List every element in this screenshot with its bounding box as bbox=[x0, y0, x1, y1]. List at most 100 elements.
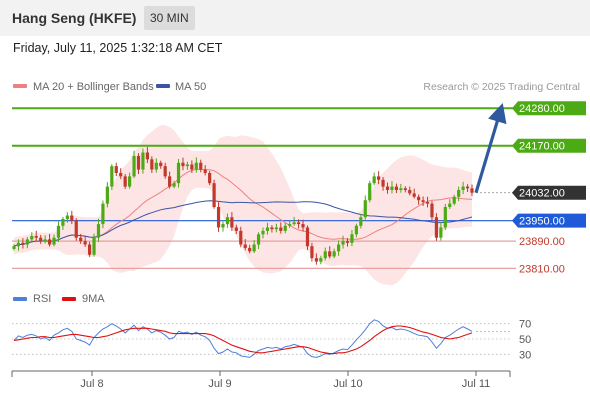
candle-body bbox=[12, 246, 16, 249]
candle bbox=[154, 158, 158, 173]
candle bbox=[390, 181, 394, 194]
candle-body bbox=[43, 239, 47, 242]
candle-body bbox=[461, 186, 465, 190]
candle-body bbox=[457, 190, 461, 197]
candle bbox=[328, 246, 332, 259]
candle bbox=[145, 147, 149, 164]
candle bbox=[305, 225, 310, 250]
candle bbox=[163, 162, 167, 179]
candle-body bbox=[350, 234, 354, 243]
candle-body bbox=[301, 224, 305, 228]
level-tag-label: 23890.00 bbox=[519, 236, 565, 248]
level-tag-bg bbox=[512, 185, 586, 200]
timeframe-button[interactable]: 30 MIN bbox=[144, 6, 195, 30]
candle-body bbox=[319, 258, 323, 262]
candle-body bbox=[39, 237, 43, 242]
candle bbox=[417, 194, 421, 205]
candle-body bbox=[208, 172, 212, 184]
candle bbox=[39, 234, 43, 244]
candle bbox=[212, 179, 216, 209]
candle-body bbox=[128, 176, 132, 187]
candle bbox=[310, 242, 314, 262]
candle-body bbox=[296, 222, 301, 225]
candle-body bbox=[114, 166, 118, 173]
candle bbox=[87, 241, 92, 257]
candle-body bbox=[270, 227, 274, 230]
candle-body bbox=[101, 203, 105, 225]
legend-swatch-rsi-ma bbox=[62, 297, 76, 301]
candle-body bbox=[385, 186, 390, 190]
candle bbox=[150, 156, 154, 173]
candle bbox=[52, 234, 56, 247]
candle bbox=[21, 238, 25, 249]
candle-body bbox=[399, 188, 403, 190]
candle bbox=[83, 236, 87, 247]
candle-body bbox=[176, 162, 181, 184]
candle bbox=[96, 218, 101, 243]
candle bbox=[274, 223, 278, 233]
level-tag-label: 23810.00 bbox=[519, 263, 565, 275]
candle-body bbox=[283, 225, 287, 231]
candle-body bbox=[279, 227, 283, 231]
candle-body bbox=[159, 162, 163, 167]
candle bbox=[119, 168, 123, 180]
rsi-tick-label: 70 bbox=[519, 319, 531, 331]
candle-body bbox=[408, 190, 412, 194]
candle-body bbox=[141, 152, 145, 170]
candle-body bbox=[328, 251, 332, 257]
candle bbox=[443, 203, 447, 230]
candle bbox=[412, 188, 416, 199]
legend-label-ma20: MA 20 + Bollinger Bands bbox=[33, 81, 154, 93]
candle-body bbox=[74, 220, 78, 238]
candle bbox=[368, 180, 372, 203]
candle bbox=[114, 162, 118, 177]
candle-body bbox=[65, 215, 69, 219]
candle bbox=[230, 212, 234, 231]
legend-swatch-rsi bbox=[13, 297, 27, 301]
candle bbox=[461, 181, 465, 195]
candle bbox=[363, 195, 367, 220]
moving-averages bbox=[13, 168, 473, 247]
candle bbox=[394, 183, 399, 194]
candle bbox=[359, 213, 363, 229]
candle-body bbox=[354, 225, 358, 235]
candle-body bbox=[243, 244, 247, 248]
candle bbox=[385, 182, 390, 194]
candle bbox=[132, 150, 136, 179]
candle-body bbox=[421, 200, 425, 202]
projection-arrow bbox=[474, 103, 507, 194]
candle-body bbox=[452, 196, 456, 204]
candle bbox=[190, 160, 194, 173]
candle-body bbox=[83, 241, 87, 245]
candle-body bbox=[52, 237, 56, 245]
rsi-panel: 30 50 70 bbox=[12, 319, 531, 361]
ma50-line bbox=[13, 200, 473, 247]
candle-body bbox=[332, 251, 336, 257]
candle bbox=[296, 219, 301, 229]
candle bbox=[256, 232, 261, 249]
projection-arrow-line bbox=[474, 103, 507, 194]
candle bbox=[30, 232, 34, 243]
candle bbox=[16, 239, 21, 251]
candle-body bbox=[47, 239, 52, 245]
candle bbox=[128, 172, 132, 189]
candle bbox=[110, 164, 114, 190]
candle-body bbox=[252, 244, 256, 252]
rsi-legend: RSI 9MA bbox=[13, 293, 105, 305]
candle bbox=[425, 196, 430, 208]
price-levels bbox=[12, 107, 516, 269]
candle-body bbox=[465, 186, 470, 189]
candle-body bbox=[363, 200, 367, 218]
x-axis-label: Jul 10 bbox=[333, 378, 362, 390]
candle bbox=[354, 223, 358, 238]
candle bbox=[452, 194, 456, 206]
candle bbox=[341, 235, 345, 249]
candle-body bbox=[105, 186, 109, 204]
candle bbox=[430, 200, 434, 221]
level-tag-label: 24280.00 bbox=[519, 103, 565, 115]
candle bbox=[101, 200, 105, 229]
candle bbox=[136, 153, 141, 174]
candle bbox=[248, 244, 252, 254]
candle bbox=[292, 216, 296, 226]
candle bbox=[265, 222, 270, 235]
